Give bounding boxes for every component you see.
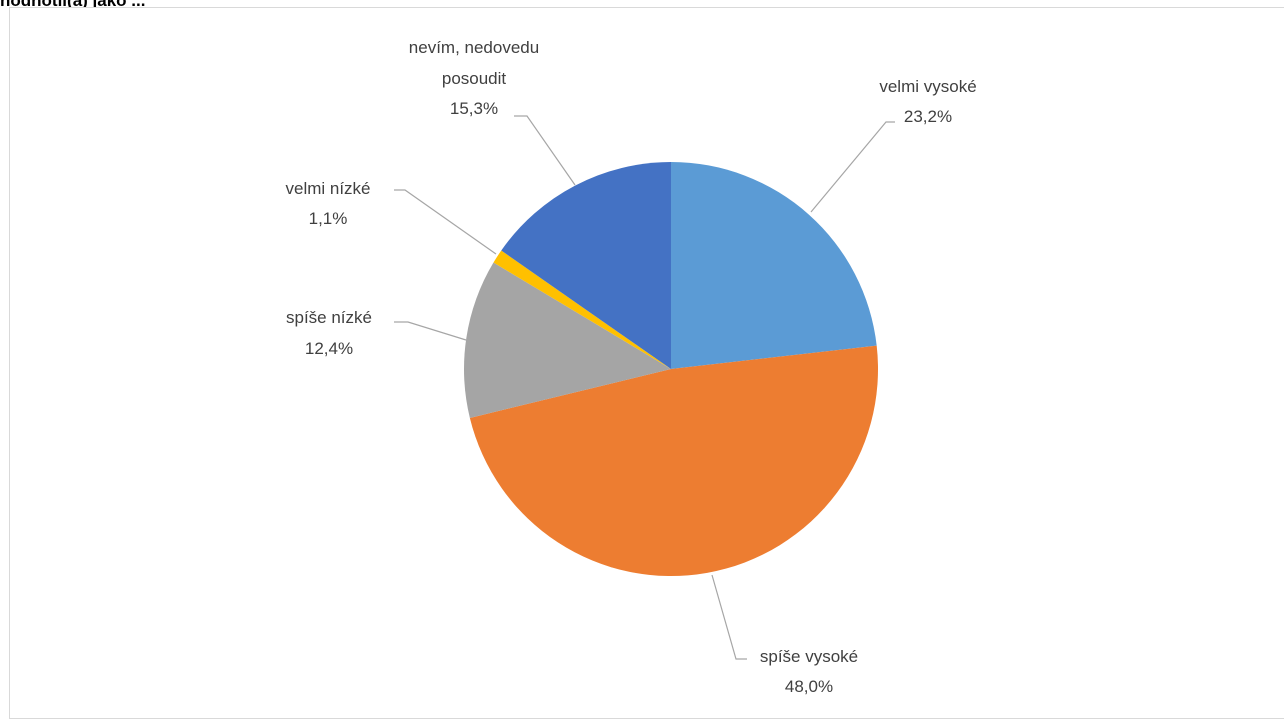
leader-nevim (514, 115, 576, 186)
leader-lines (394, 115, 895, 660)
leader-spise-nizke (394, 321, 467, 341)
label-nevim-name-line1: nevím, nedovedu (409, 38, 539, 57)
label-nevim-name-line2: posoudit (442, 69, 507, 88)
svg-text:velmi nízké: velmi nízké (285, 179, 370, 198)
label-spise-vysoke-value: 48,0% (785, 677, 833, 696)
svg-text:spíše nízké: spíše nízké (286, 308, 372, 327)
svg-text:15,3%: 15,3% (450, 99, 498, 118)
pie-slices (463, 162, 879, 577)
label-spise-nizke-name: spíše nízké (286, 308, 372, 327)
svg-text:1,1%: 1,1% (309, 209, 348, 228)
pie-slice-velmi-vysoke (671, 162, 877, 369)
label-velmi-vysoke-value: 23,2% (904, 107, 952, 126)
svg-text:spíše vysoké: spíše vysoké (760, 647, 858, 666)
pie-slice-spise-vysoke (469, 345, 879, 577)
label-nevim-value: 15,3% (450, 99, 498, 118)
svg-text:nevím, nedovedu: nevím, nedovedu (409, 38, 539, 57)
pie-slice-velmi-nizke (493, 250, 671, 369)
label-velmi-nizke-name: velmi nízké (285, 179, 370, 198)
svg-text:posoudit: posoudit (442, 69, 507, 88)
page-title: hodnotil(a) jako ... (0, 0, 146, 10)
svg-text:12,4%: 12,4% (305, 339, 353, 358)
leader-spise-vysoke (711, 574, 747, 660)
svg-text:23,2%: 23,2% (904, 107, 952, 126)
pie-slice-spise-nizke (463, 262, 671, 418)
leader-velmi-vysoke (810, 121, 895, 213)
label-velmi-nizke-value: 1,1% (309, 209, 348, 228)
leader-velmi-nizke (394, 189, 497, 255)
svg-text:48,0%: 48,0% (785, 677, 833, 696)
label-spise-vysoke-name: spíše vysoké (760, 647, 858, 666)
svg-text:velmi vysoké: velmi vysoké (879, 77, 976, 96)
pie-slice-nevim (501, 162, 671, 369)
label-spise-nizke-value: 12,4% (305, 339, 353, 358)
label-velmi-vysoke-name: velmi vysoké (879, 77, 976, 96)
